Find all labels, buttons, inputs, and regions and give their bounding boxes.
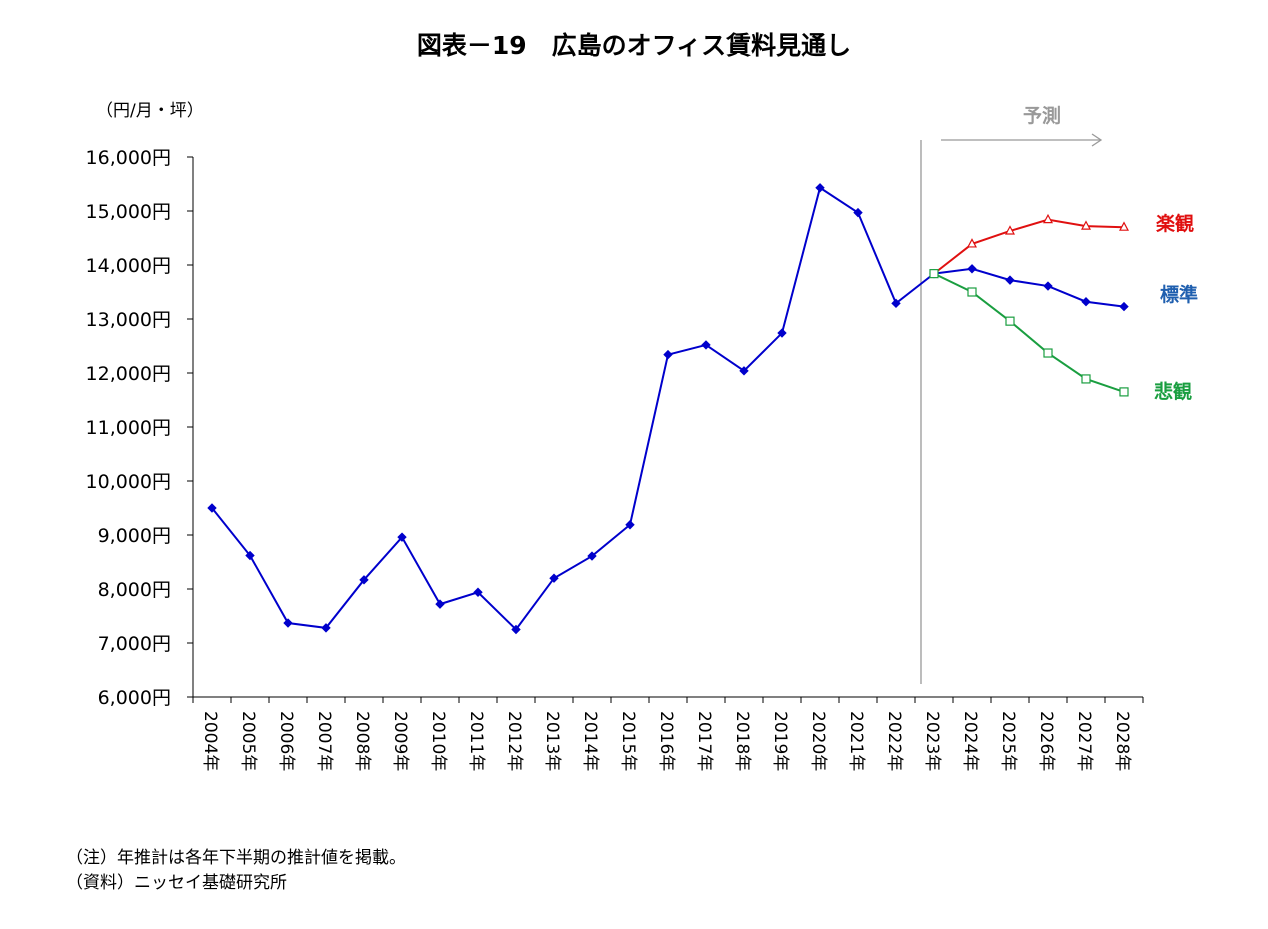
x-tick-label: 2022年	[884, 711, 904, 771]
x-tick-label: 2015年	[618, 711, 638, 771]
x-tick-label: 2013年	[542, 711, 562, 771]
y-tick-label: 12,000円	[86, 363, 171, 385]
y-tick-label: 16,000円	[86, 147, 171, 169]
data-point	[435, 599, 445, 609]
x-tick-label: 2020年	[808, 711, 828, 771]
x-tick-label: 2028年	[1112, 711, 1132, 771]
data-point	[1043, 348, 1053, 358]
x-tick-label: 2016年	[656, 711, 676, 771]
x-tick-label: 2014年	[580, 711, 600, 771]
series-line-0	[211, 186, 935, 632]
y-axis-unit-label: （円/月・坪）	[96, 101, 204, 121]
y-tick-label: 10,000円	[86, 471, 171, 493]
data-point	[1043, 213, 1053, 224]
data-point	[207, 503, 217, 513]
data-point	[739, 366, 749, 376]
data-point	[1119, 301, 1129, 312]
data-point	[815, 183, 825, 193]
x-tick-label: 2008年	[352, 711, 372, 771]
series-line-2	[933, 267, 1125, 308]
data-point	[321, 623, 331, 633]
data-point	[1119, 387, 1129, 397]
data-point	[1081, 220, 1091, 230]
data-point	[891, 298, 901, 309]
y-tick-label: 9,000円	[98, 525, 171, 547]
data-point	[511, 624, 521, 635]
series-label-1: 楽観	[1156, 212, 1194, 235]
data-point	[359, 575, 369, 585]
x-tick-label: 2019年	[770, 711, 790, 771]
data-point	[777, 328, 787, 338]
data-point	[1081, 374, 1091, 384]
series-label-2: 標準	[1160, 283, 1198, 306]
data-point	[283, 618, 293, 628]
forecast-label: 予測	[1023, 104, 1061, 127]
x-tick-label: 2011年	[466, 711, 486, 771]
x-tick-label: 2024年	[960, 711, 980, 771]
data-point	[245, 550, 255, 561]
data-point	[967, 264, 977, 274]
x-tick-label: 2018年	[732, 711, 752, 771]
y-tick-label: 8,000円	[98, 579, 171, 601]
data-point	[1119, 221, 1129, 231]
data-point	[1005, 225, 1015, 235]
data-point	[929, 269, 939, 279]
y-tick-label: 7,000円	[98, 633, 171, 655]
x-tick-label: 2021年	[846, 711, 866, 771]
y-tick-label: 11,000円	[86, 417, 171, 439]
note-source: （資料）ニッセイ基礎研究所	[66, 873, 287, 893]
chart-title: 図表－19 広島のオフィス賃料見通し	[417, 31, 851, 60]
data-point	[1005, 316, 1015, 326]
forecast-arrow-head	[1091, 133, 1103, 147]
data-point	[701, 340, 711, 350]
x-tick-label: 2023年	[922, 711, 942, 771]
y-tick-label: 6,000円	[98, 687, 171, 709]
series-line-3	[933, 272, 1125, 393]
y-tick-label: 15,000円	[86, 201, 171, 223]
x-tick-label: 2004年	[200, 711, 220, 771]
data-point	[1043, 281, 1053, 291]
data-point	[473, 587, 483, 597]
x-tick-label: 2027年	[1074, 711, 1094, 771]
series-label-3: 悲観	[1154, 380, 1192, 403]
data-point	[587, 551, 597, 561]
data-point	[1081, 297, 1091, 307]
y-tick-label: 13,000円	[86, 309, 171, 331]
x-tick-label: 2017年	[694, 711, 714, 771]
data-point	[625, 520, 635, 530]
x-tick-label: 2026年	[1036, 711, 1056, 771]
data-point	[663, 349, 673, 360]
data-point	[967, 238, 977, 248]
x-tick-label: 2007年	[314, 711, 334, 771]
x-tick-label: 2010年	[428, 711, 448, 771]
y-tick-label: 14,000円	[86, 255, 171, 277]
x-tick-label: 2009年	[390, 711, 410, 771]
note-estimate: （注）年推計は各年下半期の推計値を掲載。	[66, 848, 406, 868]
x-tick-label: 2025年	[998, 711, 1018, 771]
data-point	[967, 287, 977, 297]
data-point	[1005, 275, 1015, 285]
series-line-1	[933, 218, 1125, 275]
data-point	[853, 207, 863, 218]
x-tick-label: 2005年	[238, 711, 258, 771]
data-point	[549, 573, 559, 583]
data-point	[397, 532, 407, 542]
x-tick-label: 2006年	[276, 711, 296, 771]
x-tick-label: 2012年	[504, 711, 524, 771]
